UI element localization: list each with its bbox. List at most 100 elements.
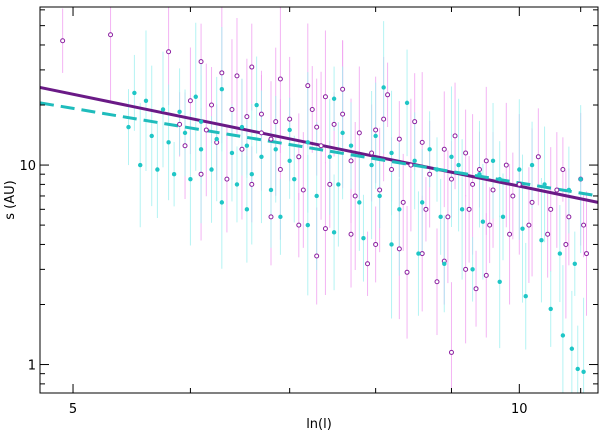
filled-point [361, 235, 366, 241]
open-point [229, 106, 235, 112]
axis-ticks: 5 10 1 10 [19, 7, 598, 417]
filled-point [575, 366, 580, 372]
open-point [198, 59, 204, 65]
filled-point [166, 140, 171, 145]
open-point [187, 98, 193, 104]
open-point [419, 251, 425, 257]
filled-point [287, 127, 292, 133]
filled-point [459, 207, 465, 212]
filled-point [523, 294, 528, 299]
open-point [529, 199, 535, 205]
open-point [309, 106, 315, 112]
y-tick-label: 10 [19, 159, 36, 174]
open-point [581, 222, 587, 228]
open-point [108, 32, 114, 38]
filled-point [160, 107, 166, 112]
filled-point [517, 167, 522, 172]
filled-point [143, 98, 149, 103]
filled-point [572, 261, 577, 266]
open-point [463, 266, 469, 272]
filled-point [456, 162, 461, 168]
filled-point [477, 171, 482, 177]
filled-point [198, 147, 204, 152]
open-point [287, 116, 293, 122]
open-point [277, 167, 283, 173]
filled-point [254, 102, 259, 108]
open-point [331, 121, 337, 127]
open-point [373, 127, 379, 133]
open-point [348, 231, 354, 237]
open-point [526, 222, 532, 228]
filled-point [278, 214, 283, 220]
open-point [198, 171, 204, 177]
filled-point [490, 158, 496, 164]
y-tick-label: 1 [28, 359, 36, 374]
open-point [258, 111, 264, 117]
y-axis-label: s (AU) [3, 180, 18, 219]
open-point [560, 167, 566, 173]
open-point [441, 146, 447, 152]
open-point [563, 241, 569, 247]
filled-point [548, 306, 553, 312]
filled-point [373, 133, 378, 139]
open-point [244, 114, 250, 120]
open-point [448, 349, 454, 355]
filled-point [566, 187, 572, 193]
open-point [258, 130, 264, 136]
filled-point [149, 133, 154, 139]
open-point [249, 64, 255, 70]
open-point [182, 143, 188, 149]
open-point [510, 193, 516, 199]
open-point [434, 279, 440, 285]
open-point [396, 136, 402, 142]
filled-point [305, 140, 311, 145]
open-point [166, 49, 172, 55]
filled-point [434, 167, 440, 172]
filled-point [529, 162, 535, 168]
error-bars [62, 7, 588, 393]
filled-point [336, 182, 341, 187]
x-tick-label: 5 [69, 402, 77, 417]
filled-point [155, 167, 160, 172]
open-point [566, 214, 572, 220]
dashed-fit-line [39, 101, 599, 198]
data-points [60, 32, 590, 374]
filled-point [581, 369, 586, 374]
filled-point [560, 333, 566, 338]
filled-point [404, 100, 410, 106]
open-point [340, 86, 346, 92]
filled-point [244, 143, 250, 148]
filled-point [557, 251, 563, 256]
open-point [273, 119, 279, 125]
open-point [470, 181, 476, 187]
filled-point [177, 109, 182, 114]
filled-point [273, 147, 278, 152]
filled-point [389, 242, 394, 247]
filled-point [331, 230, 337, 235]
filled-point [427, 147, 432, 152]
filled-point [239, 124, 245, 130]
open-point [452, 133, 458, 139]
open-point [296, 154, 302, 160]
filled-point [497, 279, 502, 284]
filled-point [209, 167, 214, 172]
filled-point [244, 207, 250, 212]
filled-point [357, 200, 362, 205]
open-point [554, 187, 560, 193]
filled-point [438, 214, 443, 220]
filled-point [397, 207, 402, 212]
open-point [507, 231, 513, 237]
open-point [327, 181, 333, 187]
filled-point [188, 176, 193, 182]
open-point [203, 127, 209, 133]
open-point [219, 70, 225, 76]
filled-point [539, 238, 544, 243]
open-point [389, 167, 395, 173]
open-point [419, 139, 425, 145]
filled-point [369, 162, 374, 168]
open-point [373, 241, 379, 247]
open-point [548, 206, 554, 212]
filled-point [569, 346, 575, 351]
filled-point [340, 130, 345, 136]
